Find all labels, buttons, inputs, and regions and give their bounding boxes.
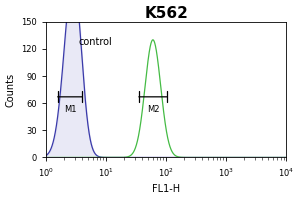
Text: M1: M1 [64, 105, 76, 114]
Title: K562: K562 [144, 6, 188, 21]
X-axis label: FL1-H: FL1-H [152, 184, 180, 194]
Text: M2: M2 [147, 105, 159, 114]
Y-axis label: Counts: Counts [6, 73, 16, 107]
Text: control: control [79, 37, 113, 47]
